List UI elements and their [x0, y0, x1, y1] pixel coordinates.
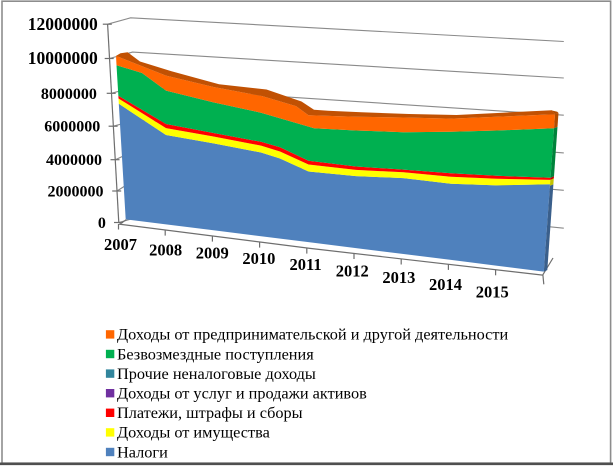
- svg-text:2015: 2015: [476, 282, 509, 301]
- svg-text:0: 0: [98, 215, 106, 232]
- svg-text:10000000: 10000000: [28, 48, 98, 68]
- svg-text:2010: 2010: [242, 249, 275, 268]
- svg-text:Безвозмездные поступления: Безвозмездные поступления: [117, 344, 314, 363]
- svg-text:2011: 2011: [290, 255, 322, 274]
- svg-text:2009: 2009: [196, 243, 229, 262]
- svg-text:Прочие неналоговые доходы: Прочие неналоговые доходы: [117, 364, 316, 383]
- svg-text:2000000: 2000000: [48, 184, 104, 201]
- svg-text:Налоги: Налоги: [117, 442, 168, 461]
- svg-text:6000000: 6000000: [44, 119, 100, 136]
- svg-text:12000000: 12000000: [28, 14, 98, 34]
- svg-text:2012: 2012: [336, 262, 369, 281]
- svg-text:4000000: 4000000: [46, 152, 102, 169]
- svg-text:Платежи, штрафы и сборы: Платежи, штрафы и сборы: [117, 403, 303, 422]
- svg-text:Доходы от имущества: Доходы от имущества: [117, 423, 270, 442]
- svg-text:2007: 2007: [104, 235, 137, 254]
- svg-text:Доходы от предпринимательской: Доходы от предпринимательской и другой д…: [117, 325, 509, 344]
- svg-text:Доходы от услуг и продажи акти: Доходы от услуг и продажи активов: [117, 384, 367, 403]
- svg-text:2013: 2013: [382, 268, 415, 287]
- svg-text:2014: 2014: [429, 275, 462, 294]
- svg-text:8000000: 8000000: [41, 86, 97, 103]
- svg-text:2008: 2008: [149, 240, 182, 259]
